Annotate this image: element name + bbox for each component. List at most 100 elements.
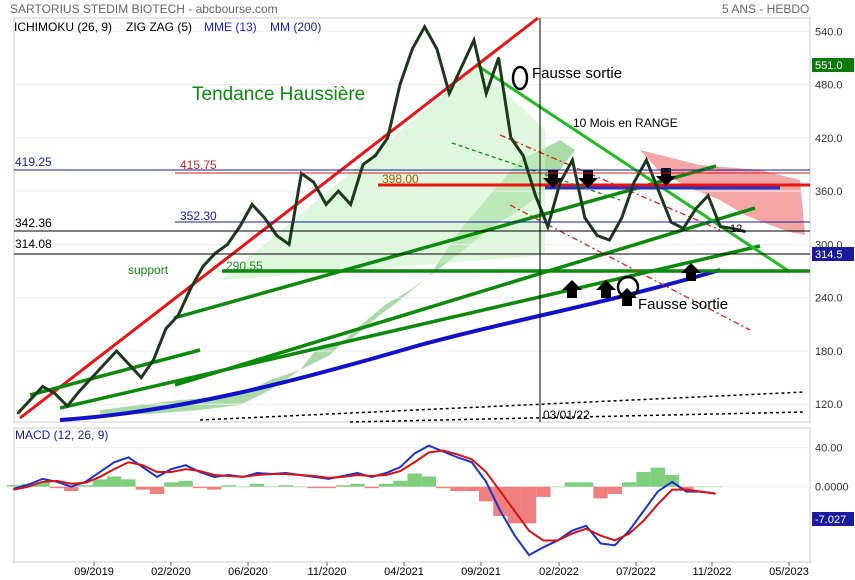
signal-point — [270, 473, 273, 475]
macd-panel-frame — [13, 427, 811, 563]
signal-point — [571, 532, 573, 535]
indicator-label: ICHIMOKU (26, 9) — [14, 20, 113, 34]
macd-hist-bar — [335, 485, 351, 487]
indicator-label: MME (13) — [204, 20, 257, 34]
macd-hist-bar — [178, 480, 193, 487]
price-point — [472, 38, 476, 42]
signal-point — [685, 488, 688, 491]
signal-point — [199, 470, 201, 472]
price-point — [448, 92, 451, 95]
price-tick-label: 120.0 — [815, 399, 843, 411]
signal-point — [542, 539, 545, 542]
macd-point — [499, 510, 502, 512]
price-tick-label: 420.0 — [815, 133, 843, 145]
signal-point — [656, 503, 659, 506]
up-arrow-4 — [681, 263, 701, 281]
up-arrow-2 — [596, 280, 616, 298]
macd-hist-bar — [579, 482, 594, 487]
macd-point — [356, 472, 359, 474]
signal-point — [585, 527, 588, 530]
signal-point — [113, 468, 115, 470]
green-dashed — [451, 142, 621, 201]
signal-point — [614, 539, 616, 542]
price-point — [558, 181, 562, 184]
macd-point — [41, 478, 44, 480]
macd-point — [399, 466, 402, 468]
signal-point — [456, 453, 459, 456]
signal-point — [385, 474, 387, 476]
price-point — [16, 411, 20, 415]
macd-hist-bar — [149, 486, 165, 495]
max-price-tag — [812, 58, 854, 72]
dotted-trendline-1 — [199, 391, 806, 421]
signal-point — [671, 488, 673, 491]
price-point — [41, 385, 44, 388]
price-tick-label: 240.0 — [815, 293, 843, 305]
signal-point — [513, 510, 516, 512]
signal-point — [356, 474, 359, 476]
price-series-line — [16, 23, 746, 415]
signal-point — [127, 461, 130, 464]
x-tick-label: 11/2022 — [693, 566, 732, 578]
x-tick-label: 07/2022 — [616, 566, 656, 578]
macd-hist-bar — [436, 486, 451, 489]
signal-point — [285, 473, 287, 475]
x-tick-label: 09/2021 — [461, 566, 501, 578]
signal-point — [13, 488, 15, 491]
price-point — [719, 225, 722, 228]
green-channel-4 — [59, 244, 761, 410]
last-price-tag — [812, 247, 854, 261]
price-point — [682, 227, 685, 230]
macd-point — [27, 483, 30, 486]
signal-point — [442, 449, 444, 452]
price-point — [374, 154, 377, 157]
signal-point — [628, 532, 630, 535]
level-342-label: 342.36 — [15, 216, 52, 230]
macd-hist-bar — [278, 485, 293, 487]
price-point — [127, 363, 131, 366]
macd-tick-label: 40.00 — [815, 443, 843, 455]
macd-hist-bar — [450, 486, 465, 492]
price-point — [694, 207, 697, 211]
green-channel-3 — [174, 206, 756, 387]
level-398-label: 398.00 — [382, 172, 419, 186]
macd-point — [428, 444, 430, 447]
x-tick-label: 04/2021 — [384, 566, 424, 578]
macd-hist-bar — [536, 486, 551, 497]
x-axis-ticks: 09/2019 02/2020 06/2020 11/2020 04/2021 09/20… — [74, 562, 809, 578]
price-point — [398, 83, 402, 86]
signal-point — [556, 539, 559, 542]
price-point — [411, 47, 414, 51]
price-point — [115, 349, 118, 353]
macd-hist-bar — [92, 479, 107, 487]
macd-hist-bar — [464, 486, 479, 492]
signal-point — [599, 534, 602, 537]
chart-title: SARTORIUS STEDIM BIOTECH - abcbourse.com — [10, 2, 278, 16]
signal-point — [170, 471, 173, 473]
macd-hist-bar — [622, 482, 637, 487]
macd-hist-bar — [64, 486, 79, 492]
macd-hist-bar — [135, 486, 150, 490]
price-point — [29, 398, 32, 402]
macd-hist-bar — [35, 482, 50, 487]
green-channel-2 — [173, 164, 717, 320]
macd-point — [470, 461, 473, 464]
price-point — [485, 92, 488, 95]
signal-point — [499, 490, 502, 493]
macd-hist-bar — [593, 486, 608, 499]
macd-point — [456, 456, 459, 459]
macd-point — [485, 481, 487, 483]
level-290-label: 290.55 — [226, 259, 263, 273]
support-label: support — [128, 263, 169, 277]
price-point — [731, 227, 734, 230]
signal-point — [70, 482, 73, 485]
macd-hist-bar — [393, 480, 408, 487]
price-point — [645, 158, 648, 162]
price-tick-label: 480.0 — [815, 80, 843, 92]
price-point — [423, 25, 426, 29]
signal-point — [27, 485, 30, 488]
indicator-label: ZIG ZAG (5) — [126, 20, 192, 34]
price-point — [324, 203, 328, 206]
level-352-label: 352.30 — [180, 209, 217, 223]
macd-point — [184, 464, 187, 466]
